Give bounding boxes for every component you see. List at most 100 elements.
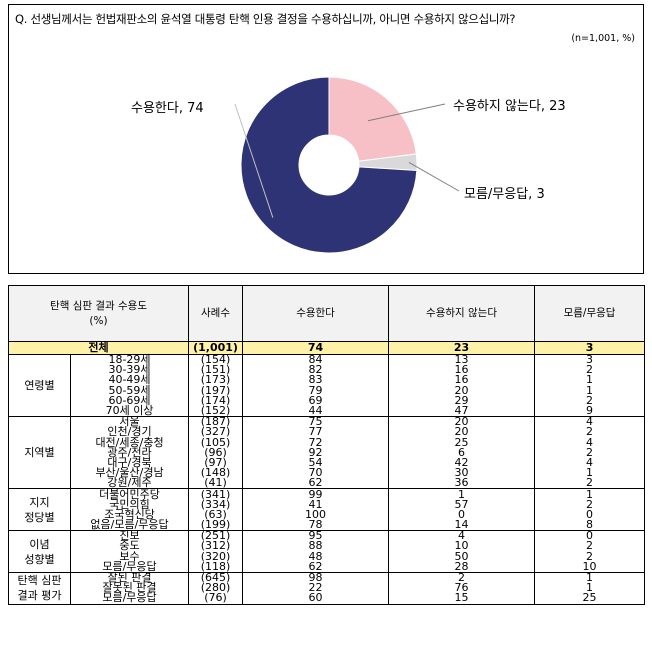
table-row: 연령별 18-29세 (154) 84 13 3 bbox=[8, 353, 646, 418]
table-row: 50-59세 (197) 79 20 1 bbox=[9, 385, 646, 396]
group-label: 이념 성향별 bbox=[8, 530, 71, 573]
cell-unknown: 1 bbox=[534, 488, 646, 500]
cell-reject: 15 bbox=[388, 593, 536, 605]
row-n: (1,001) bbox=[188, 341, 244, 355]
cell-unknown: 1 bbox=[534, 571, 646, 584]
table-row: 강원/제주 (41) 62 36 2 bbox=[9, 478, 646, 490]
header-segment: 탄핵 심판 결과 수용도 (%) bbox=[7, 285, 190, 342]
row-label: 진보 bbox=[69, 530, 190, 542]
row-n: (76) bbox=[188, 593, 244, 605]
table-row: 국민의힘 (334) 41 57 2 bbox=[9, 499, 646, 510]
cell-accept: 60 bbox=[242, 593, 390, 605]
cell-unknown: 1 bbox=[534, 385, 646, 396]
group-label: 연령별 bbox=[8, 353, 71, 418]
question-text: Q. 선생님께서는 헌법재판소의 윤석열 대통령 탄핵 인용 결정을 수용하십니… bbox=[15, 12, 516, 26]
group-label: 지지 정당별 bbox=[8, 488, 71, 532]
table-row: 모름/무응답 (76) 60 15 25 bbox=[9, 593, 646, 605]
table-row: 지역별 서울 (187) 75 20 4 bbox=[8, 416, 646, 490]
cell-accept: 74 bbox=[242, 341, 390, 355]
header-accept: 수용한다 bbox=[242, 285, 390, 342]
row-label: 50-59세 bbox=[69, 385, 190, 396]
group-label: 지역별 bbox=[8, 416, 71, 490]
cell-unknown: 4 bbox=[534, 416, 646, 428]
group-label: 탄핵 심판 결과 평가 bbox=[8, 571, 71, 605]
slice-label-reject: 수용하지 않는다, 23 bbox=[453, 99, 566, 114]
cell-unknown: 2 bbox=[534, 364, 646, 375]
slice-unknown-leader-line bbox=[408, 162, 460, 192]
cell-unknown: 2 bbox=[534, 478, 646, 490]
row-label: 인천/경기 bbox=[69, 426, 190, 438]
table-row: 이념 성향별 진보 (251) 95 4 0 bbox=[8, 530, 646, 573]
cell-unknown: 2 bbox=[534, 426, 646, 438]
row-label: 대구/경북 bbox=[69, 457, 190, 468]
row-label: 18-29세 bbox=[69, 354, 190, 366]
cell-reject: 23 bbox=[388, 341, 536, 355]
row-label: 대전/세종/충청 bbox=[69, 436, 190, 448]
table-row: 잘못된 판결 (280) 22 76 1 bbox=[9, 582, 646, 593]
chart-panel: Q. 선생님께서는 헌법재판소의 윤석열 대통령 탄핵 인용 결정을 수용하십니… bbox=[8, 4, 644, 274]
cell-unknown: 25 bbox=[534, 593, 646, 605]
header-n: 사례수 bbox=[188, 285, 244, 342]
cell-unknown: 2 bbox=[534, 395, 646, 406]
table-row: 70세 이상 (152) 44 47 9 bbox=[9, 405, 646, 418]
table-row: 없음/모름/무응답 (199) 78 14 8 bbox=[9, 519, 646, 532]
cell-unknown: 1 bbox=[534, 374, 646, 386]
slice-accept bbox=[240, 76, 418, 254]
table-row: 60-69세 (174) 69 29 2 bbox=[9, 395, 646, 406]
slice-label-unknown: 모름/무응답, 3 bbox=[464, 187, 545, 202]
table-row: 보수 (320) 48 50 2 bbox=[9, 551, 646, 562]
row-label: 70세 이상 bbox=[69, 405, 190, 418]
row-label: 30-39세 bbox=[69, 364, 190, 375]
header-unknown: 모름/무응답 bbox=[534, 285, 646, 342]
table-row: 40-49세 (173) 83 16 1 bbox=[9, 374, 646, 386]
row-label: 부산/울산/경남 bbox=[69, 467, 190, 478]
donut-chart bbox=[234, 76, 460, 254]
slice-reject bbox=[328, 76, 417, 162]
cell-unknown: 0 bbox=[534, 509, 646, 520]
table-row: 중도 (312) 88 10 2 bbox=[9, 540, 646, 552]
cell-unknown: 4 bbox=[534, 436, 646, 448]
table-row: 대전/세종/충청 (105) 72 25 4 bbox=[9, 436, 646, 448]
table-row: 부산/울산/경남 (148) 70 30 1 bbox=[9, 467, 646, 478]
row-label: 보수 bbox=[69, 551, 190, 562]
cell-unknown: 9 bbox=[534, 405, 646, 418]
row-label: 더불어민주당 bbox=[69, 488, 190, 500]
cell-unknown: 2 bbox=[534, 447, 646, 458]
crosstab-table: 탄핵 심판 결과 수용도 (%) 사례수 수용한다 수용하지 않는다 모름/무응답 전체(… bbox=[7, 285, 646, 605]
table-row: 30-39세 (151) 82 16 2 bbox=[9, 364, 646, 375]
cell-unknown: 2 bbox=[534, 540, 646, 552]
row-label: 전체 bbox=[7, 341, 190, 355]
cell-unknown: 0 bbox=[534, 530, 646, 542]
row-label: 서울 bbox=[69, 416, 190, 428]
table-row: 광주/전라 (96) 92 6 2 bbox=[9, 447, 646, 458]
total-row: 전체 (1,001) 74 23 3 bbox=[7, 341, 646, 355]
slice-label-accept: 수용한다, 74 bbox=[131, 101, 204, 116]
table-row: 모름/무응답 (118) 62 28 10 bbox=[9, 561, 646, 573]
table-row: 지지 정당별 더불어민주당 (341) 99 1 1 bbox=[8, 488, 646, 532]
cell-unknown: 2 bbox=[534, 499, 646, 510]
row-label: 잘못된 판결 bbox=[69, 582, 190, 593]
sample-note: (n=1,001, %) bbox=[571, 33, 635, 44]
row-label: 모름/무응답 bbox=[69, 593, 190, 605]
header-reject: 수용하지 않는다 bbox=[388, 285, 536, 342]
row-label: 강원/제주 bbox=[69, 478, 190, 490]
table-header-row: 탄핵 심판 결과 수용도 (%) 사례수 수용한다 수용하지 않는다 모름/무응답 bbox=[7, 285, 646, 342]
table-row: 인천/경기 (327) 77 20 2 bbox=[9, 426, 646, 438]
slice-accept-leader-line bbox=[234, 103, 274, 218]
row-label: 조국혁신당 bbox=[69, 509, 190, 520]
cell-unknown: 3 bbox=[534, 354, 646, 366]
row-label: 40-49세 bbox=[69, 374, 190, 386]
row-label: 광주/전라 bbox=[69, 447, 190, 458]
row-label: 잘된 판결 bbox=[69, 571, 190, 584]
table-row: 조국혁신당 (63) 100 0 0 bbox=[9, 509, 646, 520]
table-row: 대구/경북 (97) 54 42 4 bbox=[9, 457, 646, 468]
cell-unknown: 2 bbox=[534, 551, 646, 562]
table-row: 탄핵 심판 결과 평가 잘된 판결 (645) 98 2 1 bbox=[8, 571, 646, 605]
row-label: 60-69세 bbox=[69, 395, 190, 406]
cell-unknown: 1 bbox=[534, 467, 646, 478]
cell-unknown: 4 bbox=[534, 457, 646, 468]
row-label: 국민의힘 bbox=[69, 499, 190, 510]
cell-unknown: 3 bbox=[534, 341, 646, 355]
row-label: 중도 bbox=[69, 540, 190, 552]
slice-reject-leader-line bbox=[367, 103, 446, 122]
